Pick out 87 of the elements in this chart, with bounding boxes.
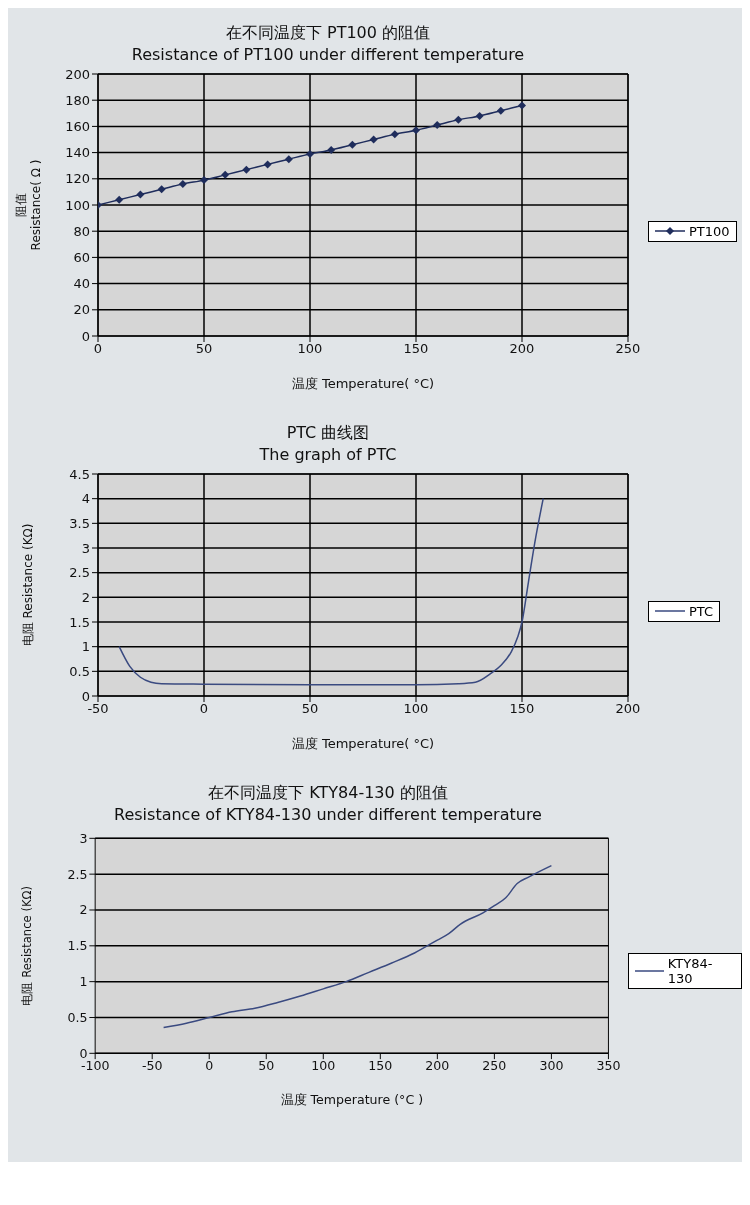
y-tick-label: 3 (81, 540, 90, 556)
y-axis-title: 电阻 Resistance (KΩ) (21, 523, 35, 647)
x-tick-label: 150 (368, 1058, 393, 1074)
x-tick-label: -50 (87, 701, 109, 717)
point (242, 165, 251, 174)
x-tick-label: 0 (199, 701, 209, 717)
x-tick-label: 300 (539, 1058, 564, 1074)
x-tick-label: 250 (482, 1058, 507, 1074)
x-axis-title: 温度 Temperature( °C) (291, 736, 435, 751)
point (306, 149, 314, 158)
y-tick-label: 1.5 (69, 614, 90, 630)
x-tick-label: 100 (297, 341, 323, 357)
chart-title: PTC 曲线图 (285, 422, 371, 444)
point (390, 130, 399, 139)
y-tick-label: 4 (81, 491, 90, 507)
y-tick-label: 2 (79, 902, 88, 918)
y-axis-title: 电阻 Resistance (KΩ) (20, 886, 35, 1006)
y-tick-label: 20 (73, 302, 90, 318)
x-tick-label: 250 (615, 341, 641, 357)
y-axis-title: 阻值 Resistance( Ω ) (14, 159, 43, 251)
point (327, 145, 336, 154)
legend-label: PT100 (689, 223, 730, 239)
chart-title: 在不同温度下 KTY84-130 的阻值 (207, 782, 449, 804)
x-tick-label: 200 (425, 1058, 450, 1074)
y-tick-label: 2.5 (67, 866, 88, 882)
y-tick-label: 1 (79, 974, 88, 990)
point (136, 190, 145, 199)
y-tick-label: 4.5 (69, 466, 90, 482)
y-tick-label: 140 (65, 145, 90, 161)
chart-subtitle: Resistance of KTY84-130 under different temperature (113, 804, 543, 826)
point (263, 160, 272, 169)
x-tick-label: 100 (403, 701, 429, 717)
chart-subtitle: Resistance of PT100 under different temperature (130, 44, 526, 66)
point (157, 185, 166, 194)
point (496, 106, 505, 115)
x-tick-label: 150 (509, 701, 535, 717)
point (475, 111, 484, 120)
y-tick-label: 200 (65, 66, 90, 82)
y-tick-label: 2.5 (69, 565, 90, 581)
x-tick-label: -100 (80, 1058, 110, 1074)
x-tick-label: 50 (195, 341, 213, 357)
point (200, 176, 208, 185)
y-tick-label: 0 (81, 328, 90, 344)
point (348, 140, 357, 149)
y-tick-label: 160 (65, 119, 90, 135)
y-tick-label: 100 (65, 197, 90, 213)
chart-title: 在不同温度下 PT100 的阻值 (224, 22, 432, 44)
y-tick-label: 180 (65, 92, 90, 108)
legend-label: KTY84-130 (667, 956, 714, 986)
y-tick-label: 3 (79, 830, 88, 846)
x-tick-label: 200 (615, 701, 641, 717)
y-tick-label: 2 (81, 589, 90, 605)
y-tick-label: 1 (81, 639, 90, 655)
point (518, 101, 526, 110)
x-axis-title: 温度 Temperature( °C) (291, 376, 435, 391)
point (369, 135, 378, 144)
line-series (118, 497, 544, 686)
point (412, 126, 420, 135)
point (178, 180, 187, 189)
x-tick-label: 50 (258, 1058, 275, 1074)
line-series (162, 864, 553, 1029)
x-tick-label: 100 (311, 1058, 336, 1074)
y-tick-label: 0 (81, 688, 90, 704)
point (115, 195, 124, 204)
y-tick-label: 60 (73, 250, 90, 266)
legend-label: PTC (689, 603, 714, 619)
y-tick-label: 120 (65, 171, 90, 187)
point (433, 121, 442, 130)
x-axis-title: 温度 Temperature (°C ) (280, 1091, 424, 1107)
x-tick-label: 0 (205, 1058, 214, 1074)
point (284, 155, 293, 164)
x-tick-label: 200 (509, 341, 535, 357)
x-tick-label: 350 (596, 1058, 621, 1074)
y-tick-label: 1.5 (67, 938, 88, 954)
point (221, 170, 230, 179)
x-tick-label: 0 (93, 341, 103, 357)
y-tick-label: 3.5 (69, 515, 90, 531)
y-tick-label: 0.5 (67, 1009, 88, 1025)
x-tick-label: 150 (403, 341, 429, 357)
y-tick-label: 80 (73, 223, 90, 239)
x-tick-label: -50 (141, 1058, 163, 1074)
x-tick-label: 50 (301, 701, 319, 717)
y-tick-label: 40 (73, 276, 90, 292)
chart-subtitle: The graph of PTC (258, 444, 398, 466)
point (454, 115, 463, 124)
y-tick-label: 0.5 (69, 663, 90, 679)
y-tick-label: 0 (79, 1045, 88, 1061)
